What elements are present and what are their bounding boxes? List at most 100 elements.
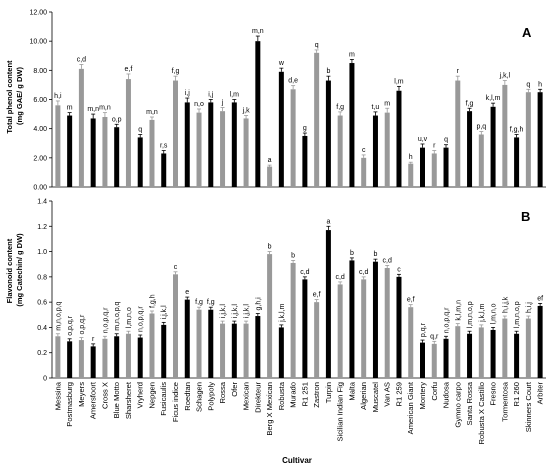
panel-b-group-letters: b (268, 244, 272, 251)
panel-b-group-letters: n,o,p,q,r (444, 307, 451, 333)
panel-b-group-letters: b (373, 251, 377, 258)
panel-a-bar (55, 105, 61, 187)
x-tick-label: Algerian (359, 382, 368, 410)
x-tick-label: Muscatel (371, 382, 380, 413)
panel-a-bar (478, 134, 484, 187)
panel-b-group-letters: l,m,n,o,p (467, 301, 474, 328)
panel-a-group-letters: h (409, 154, 413, 161)
panel-b-group-letters: i,j,k,l (161, 305, 168, 319)
panel-a-group-letters: m,n (146, 109, 158, 116)
x-tick-label: Vryherd (136, 382, 145, 408)
panel-a-bar (161, 153, 167, 187)
panel-a-ylabel: Total phenol content (mg GAE/ g DW) (5, 58, 24, 133)
panel-b-bar (408, 307, 414, 378)
panel-a-group-letters: w (278, 60, 285, 67)
panel-b-bar (396, 276, 402, 378)
panel-a-group-letters: h (538, 81, 542, 88)
panel-a-bar (102, 117, 108, 187)
panel-a-bar (349, 63, 355, 187)
panel-b-group-letters: f,g (195, 299, 203, 306)
panel-a-bar (78, 68, 84, 187)
panel-b-bar (384, 268, 390, 378)
panel-a-bar (337, 115, 343, 187)
panel-a-group-letters: q (444, 137, 448, 144)
x-tick-label: Blue Motto (112, 382, 121, 418)
x-tick-label: Robusta (277, 381, 286, 410)
panel-a-group-letters: k,l,m (486, 95, 501, 102)
panel-b-y-tick-label: 0.8 (37, 274, 47, 281)
panel-b-bar (514, 333, 520, 378)
panel-a-group-letters: r (433, 143, 436, 150)
panel-a-bar (514, 137, 520, 187)
panel-a-bar (467, 111, 473, 187)
panel-a-y-tick-label: 12.00 (29, 10, 47, 17)
panel-b-bar (184, 299, 190, 378)
panel-b-bar (502, 318, 508, 378)
panel-a-group-letters: i,j (208, 92, 214, 99)
panel-b-bar (161, 324, 167, 378)
panel-b-group-letters: c,d (383, 257, 392, 264)
panel-a-bar (361, 157, 367, 187)
panel-b-group-letters: l,m,n,o (491, 303, 498, 324)
panel-a-bar (278, 71, 284, 187)
x-tick-label: Santa Rossa (465, 381, 474, 425)
panel-b-group-letters: c (174, 264, 178, 271)
panel-a-label: A (522, 25, 532, 40)
panel-b-label: B (521, 209, 530, 224)
panel-a-group-letters: m (384, 100, 390, 107)
panel-b-bar (467, 333, 473, 378)
panel-a-group-letters: c,d (77, 57, 86, 64)
panel-b-group-letters: c,d (335, 274, 344, 281)
panel-b-y-tick-label: 0.4 (37, 325, 47, 332)
panel-b-group-letters: g,h,i (255, 297, 262, 311)
panel-b-y-tick-label: 1.4 (37, 199, 47, 206)
panel-a-group-letters: g (303, 125, 307, 132)
panel-a-group-letters: n,o (194, 101, 204, 108)
panel-a-bar (196, 112, 202, 187)
panel-b-group-letters: r (92, 336, 95, 343)
panel-a-group-letters: m,n (252, 28, 264, 35)
panel-a-bar (220, 111, 226, 187)
panel-a-group-letters: t,u (372, 104, 380, 111)
x-tick-label: Arbiter (536, 382, 545, 405)
x-tick-label: Robusta X Castillo (477, 382, 486, 444)
panel-b-group-letters: c,d (300, 269, 309, 276)
panel-a-group-letters: r,s (160, 143, 168, 150)
panel-a-bar (302, 135, 308, 187)
panel-b-bar (220, 323, 226, 378)
panel-b-y-tick-label: 0.2 (37, 350, 47, 357)
panel-b-ylabel: Flavonoid content (mg Catechin/ g DW) (5, 233, 24, 307)
panel-a-group-letters: m,n (87, 106, 99, 113)
panel-a-group-letters: f,g (172, 68, 180, 75)
panel-b-bar (443, 338, 449, 378)
panel-b-group-letters: i,j,k,l (232, 304, 239, 318)
panel-b-bar (149, 313, 155, 378)
x-axis-label: Cultivar (282, 456, 312, 465)
panel-a-group-letters: m (349, 51, 355, 58)
x-tick-label: Mexican (242, 382, 251, 410)
x-tick-label: Malta (347, 381, 356, 400)
panel-b-bar (431, 343, 437, 378)
panel-a-group-letters: f,g,h (510, 127, 524, 134)
panel-a-bar (396, 90, 402, 187)
panel-b-bar (208, 309, 214, 378)
x-tick-label: Fresno (489, 382, 498, 406)
panel-a-bar (114, 127, 120, 187)
x-tick-label: Postmasburg (65, 382, 74, 427)
panel-b-bar (420, 342, 425, 378)
panel-b-y-tick-label: 0 (43, 376, 47, 383)
panel-b-group-letters: b (291, 252, 295, 259)
panel-b-bar (255, 316, 261, 378)
x-tick-label: Roedtan (183, 382, 192, 411)
x-tick-label: Meyers (77, 382, 86, 407)
panel-a-bar (420, 147, 425, 187)
panel-b-bar (114, 336, 120, 378)
panel-b-group-letters: n,o,p,q,r (138, 306, 145, 332)
panel-b-y-tick-label: 0.6 (37, 300, 47, 307)
panel-b-bar (337, 284, 343, 378)
panel-b-group-letters: m,n,o,p,q (55, 301, 62, 330)
x-tick-label: R1 259 (394, 382, 403, 407)
panel-a-bar (243, 118, 249, 187)
x-tick-label: Direkteur (253, 382, 262, 413)
